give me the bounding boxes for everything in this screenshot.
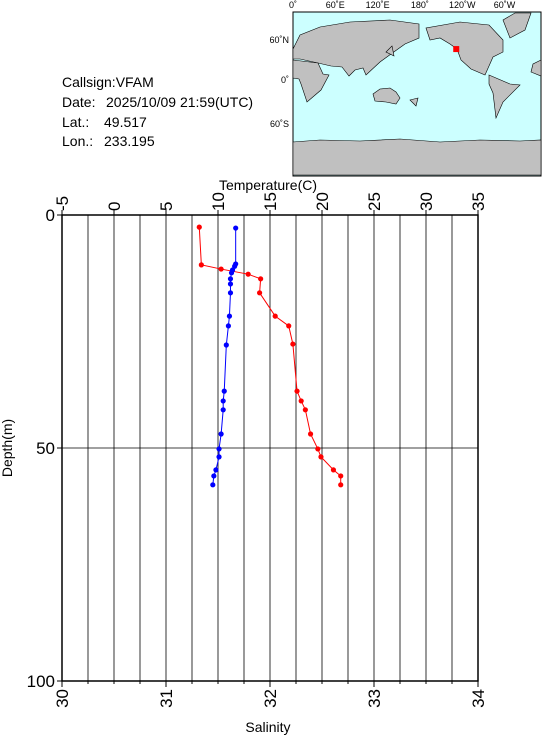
map-lat-label: 60˚N — [269, 35, 289, 45]
y-axis-title: Depth(m) — [0, 419, 15, 477]
x2-tick-label: 30 — [53, 689, 72, 708]
y-tick-label: 0 — [46, 206, 55, 225]
map-lon-label: 120˚E — [366, 0, 390, 10]
x-axis-title: Temperature(C) — [219, 177, 317, 193]
profile-line — [198, 227, 342, 485]
profile-point — [294, 388, 300, 394]
profile-point — [298, 398, 304, 404]
profile-point — [213, 467, 219, 473]
x-tick-label: 25 — [365, 192, 384, 211]
profile-point — [258, 276, 264, 282]
x2-axis-title: Salinity — [245, 719, 290, 735]
profile-point — [227, 281, 234, 287]
y-tick-label: 100 — [27, 672, 55, 691]
x2-tick-label: 34 — [469, 689, 488, 708]
x-tick-label: 30 — [417, 192, 436, 211]
profile-point — [211, 473, 217, 479]
profile-series — [196, 224, 344, 488]
x2-tick-label: 32 — [261, 689, 280, 708]
x-tick-label: 20 — [313, 192, 332, 211]
profile-point — [198, 262, 204, 268]
profile-point — [218, 266, 224, 272]
x-tick-label: 0 — [105, 202, 124, 211]
date: 2025/10/09 21:59(UTC) — [106, 94, 253, 110]
lat-label: Lat.: — [62, 114, 89, 130]
profile-point — [227, 290, 234, 296]
map-land — [292, 12, 542, 176]
profile-point — [216, 454, 222, 460]
x-tick-label: 5 — [157, 202, 176, 211]
map-lat-label: 0˚ — [281, 75, 289, 85]
x2-tick-label: 33 — [365, 689, 384, 708]
profile-point — [257, 290, 263, 296]
x-tick-label: -5 — [53, 196, 72, 211]
x-tick-label: 15 — [261, 192, 280, 211]
info-block: Callsign:VFAM Date: 2025/10/09 21:59(UTC… — [62, 74, 253, 149]
profile-point — [220, 398, 226, 404]
map-lon-label: 60˚W — [494, 0, 516, 10]
date-label: Date: — [62, 94, 95, 110]
profile-point — [216, 446, 222, 452]
y-tick-label: 50 — [36, 439, 55, 458]
profile-point — [286, 323, 292, 329]
profile-point — [225, 323, 231, 329]
profile-point — [330, 467, 337, 473]
profile-point — [223, 342, 229, 348]
x2-tick-label: 31 — [157, 689, 176, 708]
profile-point — [196, 224, 202, 230]
lon-label: Lon.: — [62, 133, 93, 149]
map-lon-label: 0˚ — [289, 0, 297, 10]
profile-point — [233, 225, 239, 231]
profile-point — [221, 388, 227, 394]
map-lon-label: 120˚W — [449, 0, 476, 10]
map-lon-label: 60˚E — [326, 0, 345, 10]
profile-point — [338, 482, 344, 488]
profile-point — [227, 276, 234, 282]
profile-point — [272, 313, 278, 319]
profile-point — [218, 431, 224, 437]
profile-series — [210, 225, 239, 488]
profile-point — [302, 407, 308, 413]
profile-point — [290, 341, 296, 347]
map-lon-label: 180˚ — [411, 0, 429, 10]
profile-point — [307, 431, 314, 437]
x-tick-label: 35 — [469, 192, 488, 211]
world-map — [292, 11, 542, 177]
callsign: Callsign:VFAM — [62, 74, 154, 90]
profile-point — [318, 454, 324, 460]
map-lat-label: 60˚S — [270, 119, 289, 129]
profile-point — [245, 271, 251, 277]
lat: 49.517 — [104, 114, 147, 130]
profile-point — [226, 313, 233, 319]
profile-point — [228, 270, 235, 276]
x-tick-label: 10 — [209, 192, 228, 211]
profile-point — [210, 482, 216, 488]
lon: 233.195 — [104, 133, 155, 149]
profile-point — [338, 473, 344, 479]
profile-point — [220, 407, 226, 413]
profile-point — [315, 446, 321, 452]
station-marker — [453, 46, 460, 53]
